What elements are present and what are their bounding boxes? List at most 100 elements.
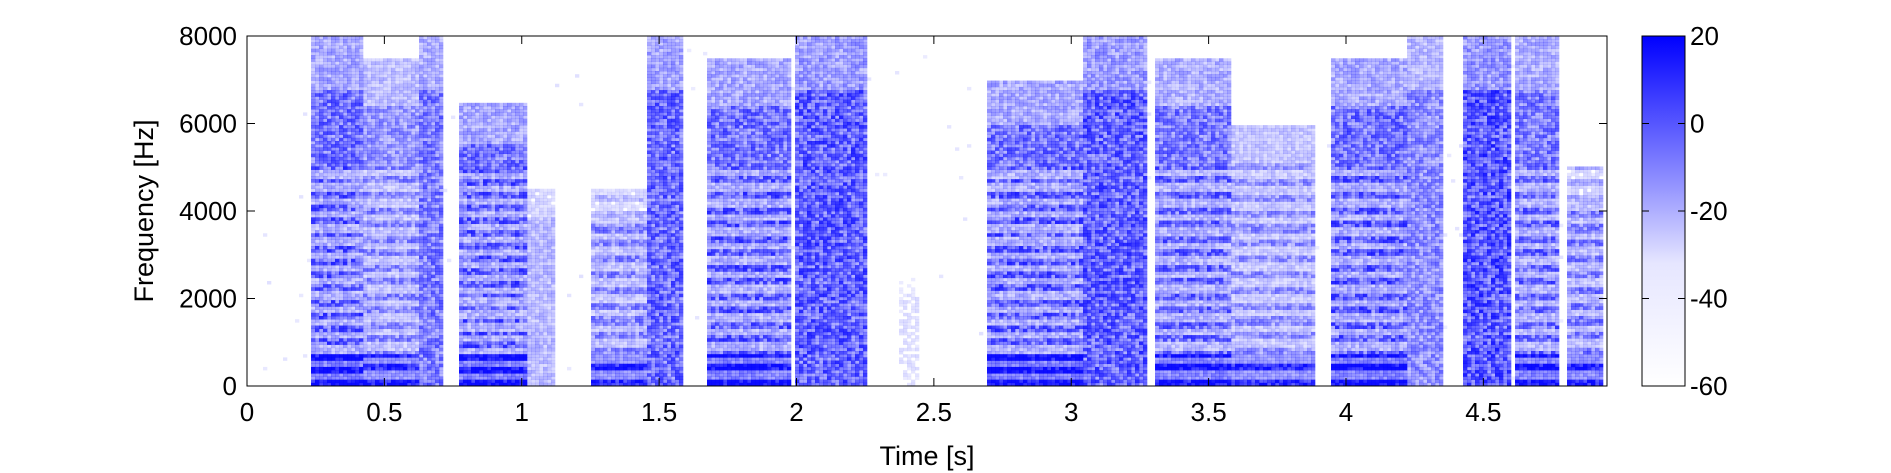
spectrogram-cell xyxy=(483,211,487,214)
spectrogram-cell xyxy=(367,138,371,141)
spectrogram-cell xyxy=(355,122,359,125)
spectrogram-cell xyxy=(347,354,351,357)
spectrogram-cell xyxy=(511,294,515,297)
spectrogram-cell xyxy=(359,77,363,80)
spectrogram-cell xyxy=(327,236,331,239)
spectrogram-cell xyxy=(507,316,511,319)
spectrogram-cell xyxy=(355,151,359,154)
spectrogram-cell xyxy=(419,345,423,348)
spectrogram-cell xyxy=(427,233,431,236)
spectrogram-cell xyxy=(479,176,483,179)
spectrogram-cell xyxy=(367,106,371,109)
spectrogram-cell xyxy=(487,128,491,131)
spectrogram-cell xyxy=(411,294,415,297)
spectrogram-cell xyxy=(471,182,475,185)
spectrogram-cell xyxy=(391,310,395,313)
spectrogram-cell xyxy=(407,214,411,217)
spectrogram-cell xyxy=(335,42,339,45)
spectrogram-cell xyxy=(383,208,387,211)
spectrogram-cell xyxy=(463,122,467,125)
spectrogram-cell xyxy=(507,189,511,192)
spectrogram-cell xyxy=(327,297,331,300)
spectrogram-cell xyxy=(327,252,331,255)
spectrogram-cell xyxy=(511,313,515,316)
spectrogram-cell xyxy=(499,221,503,224)
spectrogram-cell xyxy=(399,81,403,84)
spectrogram-cell xyxy=(371,376,375,379)
spectrogram-cell xyxy=(467,122,471,125)
spectrogram-cell xyxy=(367,221,371,224)
spectrogram-cell xyxy=(415,71,419,74)
spectrogram-cell xyxy=(431,151,435,154)
spectrogram-cell xyxy=(411,367,415,370)
spectrogram-cell xyxy=(319,138,323,141)
spectrogram-cell xyxy=(387,294,391,297)
spectrogram-cell xyxy=(323,170,327,173)
spectrogram-cell xyxy=(435,214,439,217)
spectrogram-cell xyxy=(319,176,323,179)
spectrogram-cell xyxy=(499,246,503,249)
spectrogram-cell xyxy=(475,380,479,383)
spectrogram-cell xyxy=(375,211,379,214)
spectrogram-cell xyxy=(355,306,359,309)
spectrogram-cell xyxy=(347,170,351,173)
spectrogram-cell xyxy=(343,46,347,49)
spectrogram-cell xyxy=(431,138,435,141)
spectrogram-cell xyxy=(407,68,411,71)
spectrogram-cell xyxy=(335,262,339,265)
spectrogram-cell xyxy=(467,380,471,383)
spectrogram-cell xyxy=(351,182,355,185)
spectrogram-cell xyxy=(315,326,319,329)
spectrogram-cell xyxy=(487,179,491,182)
spectrogram-cell xyxy=(483,300,487,303)
spectrogram-cell xyxy=(343,217,347,220)
spectrogram-cell xyxy=(335,141,339,144)
spectrogram-cell xyxy=(407,198,411,201)
spectrogram-cell xyxy=(503,205,507,208)
spectrogram-cell xyxy=(503,281,507,284)
spectrogram-cell xyxy=(439,81,443,84)
spectrogram-cell xyxy=(483,335,487,338)
spectrogram-cell xyxy=(367,192,371,195)
spectrogram-cell xyxy=(471,243,475,246)
spectrogram-cell xyxy=(439,173,443,176)
spectrogram-cell xyxy=(435,236,439,239)
spectrogram-cell xyxy=(427,84,431,87)
spectrogram-cell xyxy=(511,332,515,335)
spectrogram-cell xyxy=(407,310,411,313)
spectrogram-cell xyxy=(431,268,435,271)
spectrogram-cell xyxy=(375,61,379,64)
spectrogram-cell xyxy=(407,106,411,109)
spectrogram-cell xyxy=(487,221,491,224)
spectrogram-cell xyxy=(403,316,407,319)
spectrogram-cell xyxy=(431,236,435,239)
spectrogram-cell xyxy=(371,233,375,236)
spectrogram-cell xyxy=(431,84,435,87)
spectrogram-cell xyxy=(475,109,479,112)
spectrogram-cell xyxy=(371,284,375,287)
spectrogram-cell xyxy=(519,376,523,379)
spectrogram-cell xyxy=(395,138,399,141)
spectrogram-cell xyxy=(415,319,419,322)
spectrogram-cell xyxy=(391,100,395,103)
spectrogram-cell xyxy=(315,322,319,325)
spectrogram-cell xyxy=(419,303,423,306)
spectrogram-cell xyxy=(315,65,319,68)
spectrogram-cell xyxy=(375,262,379,265)
spectrogram-cell xyxy=(467,351,471,354)
spectrogram-cell xyxy=(339,39,343,42)
spectrogram-cell xyxy=(491,354,495,357)
spectrogram-cell xyxy=(399,154,403,157)
spectrogram-cell xyxy=(327,42,331,45)
spectrogram-cell xyxy=(507,262,511,265)
spectrogram-cell xyxy=(315,297,319,300)
spectrogram-cell xyxy=(311,271,315,274)
spectrogram-cell xyxy=(323,361,327,364)
spectrogram-cell xyxy=(375,310,379,313)
spectrogram-cell xyxy=(411,233,415,236)
spectrogram-cell xyxy=(411,135,415,138)
spectrogram-cell xyxy=(355,221,359,224)
spectrogram-cell xyxy=(327,52,331,55)
spectrogram-cell xyxy=(315,345,319,348)
spectrogram-cell xyxy=(435,306,439,309)
